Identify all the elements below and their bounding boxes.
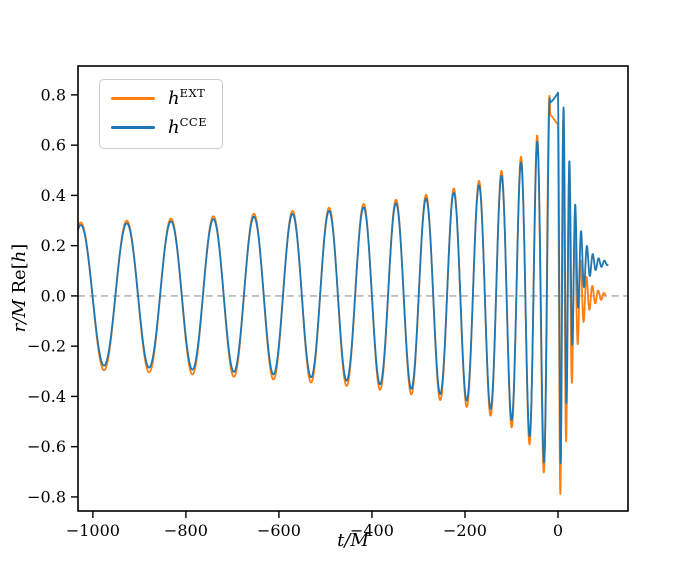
y-axis-label-ratio: r/M <box>9 299 30 333</box>
y-tick-label: 0.4 <box>41 186 66 205</box>
legend-label-cce: hCCE <box>168 115 208 138</box>
x-tick-label: −1000 <box>66 521 120 540</box>
legend-line-ext-swatch <box>111 96 155 100</box>
x-axis-label: t/M <box>78 530 628 551</box>
y-tick-label: −0.4 <box>27 387 66 406</box>
x-tick-label: −600 <box>257 521 301 540</box>
y-tick-label: 0.8 <box>41 85 66 104</box>
y-axis-label-re: Re[ <box>9 262 30 300</box>
legend: hEXT hCCE <box>99 79 223 149</box>
y-tick-label: −0.6 <box>27 437 66 456</box>
legend-label-ext-sup: EXT <box>179 86 206 100</box>
legend-item-cce: hCCE <box>111 115 211 139</box>
legend-label-cce-sup: CCE <box>179 115 208 129</box>
y-tick-label: 0.0 <box>41 286 66 305</box>
y-axis-label-bracket: ] <box>9 243 30 251</box>
y-tick-label: −0.2 <box>27 337 66 356</box>
y-axis-label-h: h <box>9 250 30 263</box>
legend-item-ext: hEXT <box>111 86 211 110</box>
legend-label-cce-base: h <box>168 117 180 138</box>
y-tick-label: −0.8 <box>27 487 66 506</box>
x-tick-label: 0 <box>553 521 563 540</box>
legend-label-ext-base: h <box>168 88 180 109</box>
series-h_EXT <box>77 94 607 495</box>
y-tick-label: 0.2 <box>41 236 66 255</box>
plot-spines <box>77 65 629 512</box>
x-tick-label: −800 <box>164 521 208 540</box>
x-tick-label: −400 <box>350 521 394 540</box>
y-axis-label: r/M Re[h] <box>9 186 35 390</box>
series-h_CCE <box>77 91 609 465</box>
x-axis-label-text: t/M <box>337 530 369 551</box>
x-tick-label: −200 <box>443 521 487 540</box>
legend-label-ext: hEXT <box>168 86 206 109</box>
y-tick-label: 0.6 <box>41 136 66 155</box>
legend-line-cce-swatch <box>111 125 155 129</box>
